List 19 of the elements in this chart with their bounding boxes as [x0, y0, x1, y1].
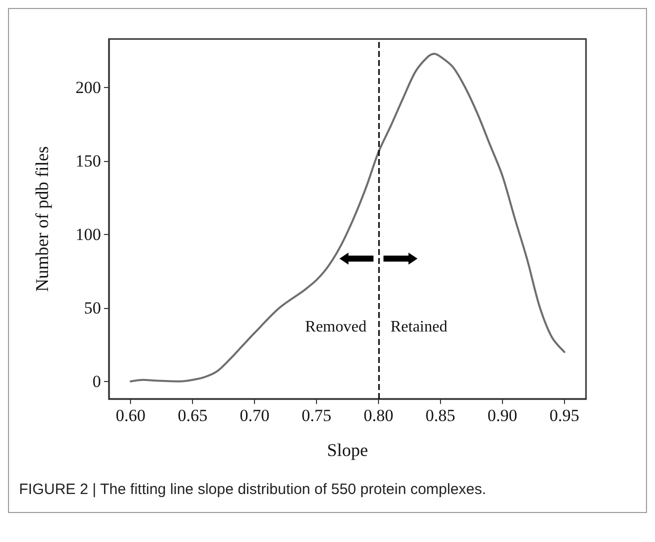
y-axis-title: Number of pdb files: [32, 146, 52, 292]
x-axis-title: Slope: [326, 440, 368, 460]
annotation: Retained: [390, 318, 448, 336]
x-tick-label: 0.65: [178, 406, 208, 425]
y-tick-label: 50: [84, 298, 101, 318]
y-tick-label: 200: [76, 78, 101, 97]
x-tick-label: 0.70: [240, 406, 270, 425]
annotation: Removed: [305, 318, 366, 336]
x-tick-label: 0.95: [549, 406, 580, 425]
x-tick-label: 0.80: [364, 406, 394, 425]
y-tick-label: 100: [76, 224, 101, 244]
y-tick-label: 150: [76, 151, 101, 170]
x-tick-label: 0.60: [116, 406, 146, 425]
caption: FIGURE 2 | The fitting line slope distribution of 550 protein complexes.: [18, 480, 488, 500]
line-series: [130, 52, 566, 382]
y-tick-label: 0: [92, 372, 101, 391]
x-tick-label: 0.85: [426, 406, 456, 425]
x-tick-label: 0.90: [487, 406, 518, 425]
x-tick-label: 0.75: [302, 406, 332, 425]
